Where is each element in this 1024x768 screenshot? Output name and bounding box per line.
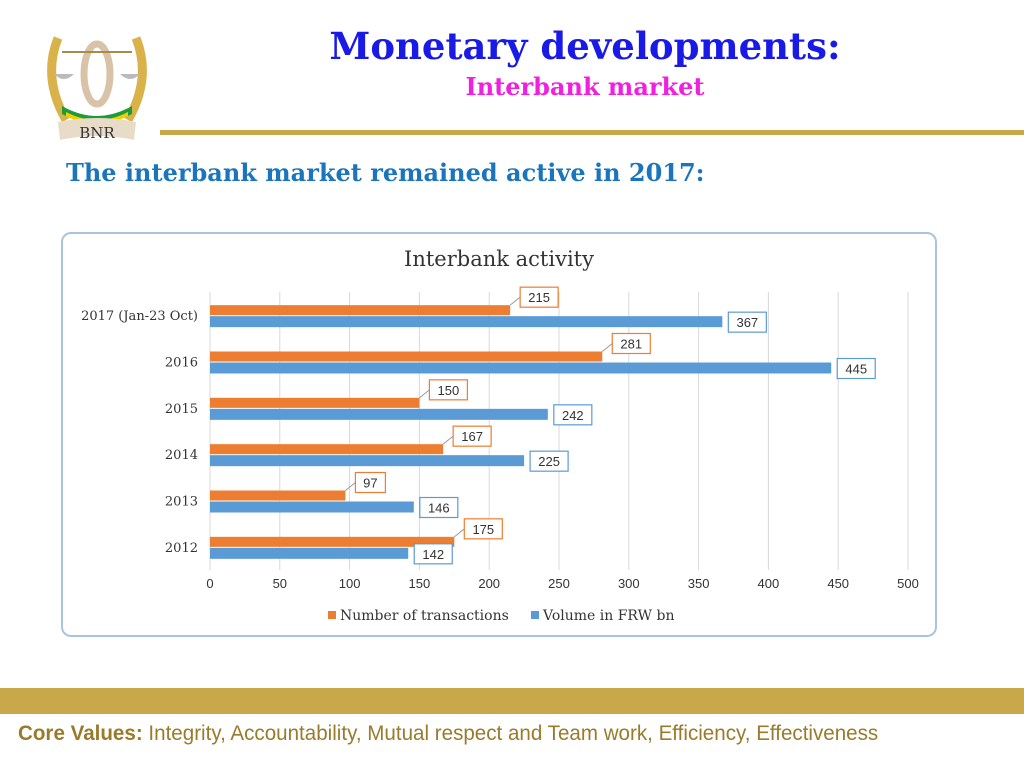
- data-label: 225: [538, 454, 560, 469]
- legend-swatch: [531, 611, 539, 619]
- x-tick-label: 450: [827, 576, 849, 591]
- bnr-logo: BNR: [38, 8, 156, 144]
- data-label: 97: [363, 476, 377, 491]
- chart-title: Interbank activity: [404, 247, 594, 271]
- bar-transactions: [210, 397, 420, 408]
- legend-label: Volume in FRW bn: [542, 608, 674, 624]
- data-label: 142: [422, 547, 444, 562]
- footer-values: Integrity, Accountability, Mutual respec…: [148, 722, 879, 745]
- leader-line: [509, 296, 521, 306]
- leader-line: [442, 435, 454, 445]
- leader-line: [345, 482, 356, 491]
- x-tick-label: 500: [897, 576, 919, 591]
- x-tick-label: 350: [688, 576, 710, 591]
- data-label: 281: [620, 337, 642, 352]
- data-label-box: [836, 357, 876, 380]
- x-tick-label: 300: [618, 576, 640, 591]
- y-category-label: 2016: [165, 356, 198, 371]
- page-subtitle: Interbank market: [465, 72, 705, 101]
- data-label: 215: [528, 290, 550, 305]
- bar-volume: [210, 362, 832, 374]
- bar-volume: [210, 408, 548, 420]
- data-label: 146: [428, 501, 450, 516]
- footer-band: [0, 688, 1024, 714]
- bar-volume: [210, 501, 414, 513]
- x-tick-label: 0: [206, 576, 213, 591]
- y-category-label: 2014: [165, 448, 198, 463]
- section-heading: The interbank market remained active in …: [66, 158, 705, 187]
- data-label: 175: [472, 522, 494, 537]
- y-category-label: 2017 (Jan-23 Oct): [81, 309, 198, 324]
- data-label: 445: [845, 362, 867, 377]
- x-tick-label: 200: [478, 576, 500, 591]
- bar-volume: [210, 316, 723, 328]
- bar-volume: [210, 455, 525, 467]
- legend-label: Number of transactions: [340, 608, 509, 624]
- data-label-box: [727, 311, 767, 333]
- bar-transactions: [210, 490, 346, 501]
- footer-label: Core Values:: [18, 722, 143, 745]
- leader-line: [419, 389, 430, 399]
- data-label-box: [529, 450, 569, 472]
- data-label: 367: [736, 315, 758, 330]
- y-category-label: 2012: [165, 541, 198, 556]
- x-tick-label: 50: [273, 576, 287, 591]
- data-label: 150: [438, 383, 460, 398]
- page-title: Monetary developments:: [329, 24, 841, 68]
- data-label-box: [553, 404, 593, 426]
- bar-transactions: [210, 305, 511, 316]
- legend-swatch: [328, 611, 336, 619]
- leader-line: [453, 528, 465, 538]
- y-category-label: 2015: [165, 402, 198, 417]
- bar-transactions: [210, 444, 444, 455]
- chart-frame: [61, 232, 937, 637]
- data-label-box: [413, 543, 453, 565]
- header-divider: [160, 130, 1024, 135]
- data-label: 242: [562, 408, 584, 423]
- data-label: 167: [461, 429, 483, 444]
- logo-text: BNR: [79, 124, 115, 142]
- x-tick-label: 250: [548, 576, 570, 591]
- bar-transactions: [210, 536, 455, 547]
- bar-transactions: [210, 351, 603, 362]
- footer-core-values: Core Values: Integrity, Accountability, …: [18, 722, 878, 746]
- data-label-box: [419, 496, 459, 519]
- y-category-label: 2013: [165, 495, 198, 510]
- x-tick-label: 100: [339, 576, 361, 591]
- x-tick-label: 150: [409, 576, 431, 591]
- x-tick-label: 400: [758, 576, 780, 591]
- bar-volume: [210, 547, 409, 559]
- leader-line: [601, 343, 613, 352]
